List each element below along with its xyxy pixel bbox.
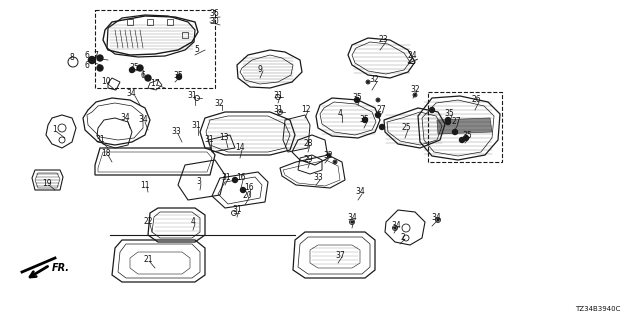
Text: 27: 27 (376, 106, 386, 115)
Text: 22: 22 (143, 218, 153, 227)
Bar (428, 92, 502, 162)
Text: 6: 6 (141, 70, 145, 79)
Circle shape (437, 219, 439, 221)
Text: 13: 13 (219, 133, 229, 142)
Text: 8: 8 (70, 52, 74, 61)
Text: 1: 1 (52, 125, 58, 134)
Text: 35: 35 (173, 70, 183, 79)
Text: 31: 31 (95, 135, 105, 145)
Circle shape (328, 154, 330, 156)
Text: 18: 18 (101, 148, 111, 157)
Circle shape (380, 124, 385, 130)
Text: 31: 31 (187, 91, 197, 100)
Circle shape (97, 65, 103, 71)
Text: 35: 35 (444, 108, 454, 117)
Bar (95, 10, 215, 88)
Circle shape (88, 57, 95, 63)
Circle shape (334, 161, 336, 163)
Text: 34: 34 (431, 213, 441, 222)
Text: 20: 20 (242, 191, 252, 201)
Circle shape (362, 117, 367, 123)
Text: 32: 32 (214, 99, 224, 108)
Text: 33: 33 (171, 127, 181, 137)
Circle shape (414, 94, 416, 96)
Text: 17: 17 (150, 78, 160, 87)
Text: 4: 4 (337, 108, 342, 117)
Circle shape (241, 188, 246, 193)
Text: 35: 35 (352, 92, 362, 101)
Circle shape (463, 135, 468, 140)
Circle shape (145, 75, 151, 81)
Text: 21: 21 (143, 255, 153, 265)
Text: FR.: FR. (52, 263, 70, 273)
Text: 3: 3 (196, 178, 202, 187)
Text: 36: 36 (209, 10, 219, 19)
Text: 9: 9 (257, 65, 262, 74)
Text: 26: 26 (471, 95, 481, 105)
Circle shape (452, 130, 458, 134)
Circle shape (394, 227, 396, 229)
Circle shape (429, 108, 435, 113)
Text: 34: 34 (120, 113, 130, 122)
Circle shape (232, 178, 237, 182)
Text: 33: 33 (313, 173, 323, 182)
Text: 24: 24 (407, 51, 417, 60)
Text: 32: 32 (323, 150, 333, 159)
Text: 34: 34 (347, 213, 357, 222)
Text: 32: 32 (410, 84, 420, 93)
Text: 34: 34 (126, 90, 136, 99)
Circle shape (355, 98, 360, 102)
Text: 27: 27 (451, 117, 461, 126)
Text: 34: 34 (355, 188, 365, 196)
Text: 31: 31 (273, 91, 283, 100)
Text: 11: 11 (140, 180, 150, 189)
Text: 31: 31 (232, 204, 242, 213)
Text: 37: 37 (335, 251, 345, 260)
Text: 31: 31 (191, 122, 201, 131)
Circle shape (367, 81, 369, 83)
Circle shape (177, 75, 182, 79)
Circle shape (97, 55, 103, 61)
Text: 7: 7 (93, 51, 99, 60)
Text: 32: 32 (369, 76, 379, 84)
Circle shape (445, 119, 451, 124)
Circle shape (351, 221, 353, 223)
Text: 19: 19 (42, 179, 52, 188)
Text: 10: 10 (101, 77, 111, 86)
Text: 34: 34 (138, 116, 148, 124)
Circle shape (445, 117, 451, 123)
Text: 6: 6 (84, 60, 90, 69)
Text: 14: 14 (235, 143, 245, 153)
Text: TZ34B3940C: TZ34B3940C (575, 306, 620, 312)
Text: 16: 16 (236, 173, 246, 182)
Circle shape (129, 68, 134, 73)
Text: 34: 34 (391, 220, 401, 229)
Circle shape (377, 99, 379, 101)
Text: 2: 2 (401, 233, 405, 242)
Circle shape (137, 65, 143, 71)
Text: 35: 35 (129, 63, 139, 73)
Polygon shape (437, 118, 492, 134)
Text: 12: 12 (301, 105, 311, 114)
Text: 35: 35 (462, 131, 472, 140)
Text: 5: 5 (195, 45, 200, 54)
Text: 31: 31 (204, 135, 214, 145)
Text: 35: 35 (359, 116, 369, 124)
Text: 28: 28 (303, 139, 313, 148)
Text: 31: 31 (273, 105, 283, 114)
Circle shape (376, 113, 381, 117)
Circle shape (460, 138, 465, 142)
Text: 25: 25 (401, 124, 411, 132)
Text: 30: 30 (209, 18, 219, 27)
Text: 6: 6 (84, 51, 90, 60)
Text: 29: 29 (303, 156, 313, 164)
Text: 31: 31 (221, 172, 231, 181)
Text: 23: 23 (378, 36, 388, 44)
Text: 16: 16 (244, 182, 254, 191)
Text: 4: 4 (191, 218, 195, 227)
